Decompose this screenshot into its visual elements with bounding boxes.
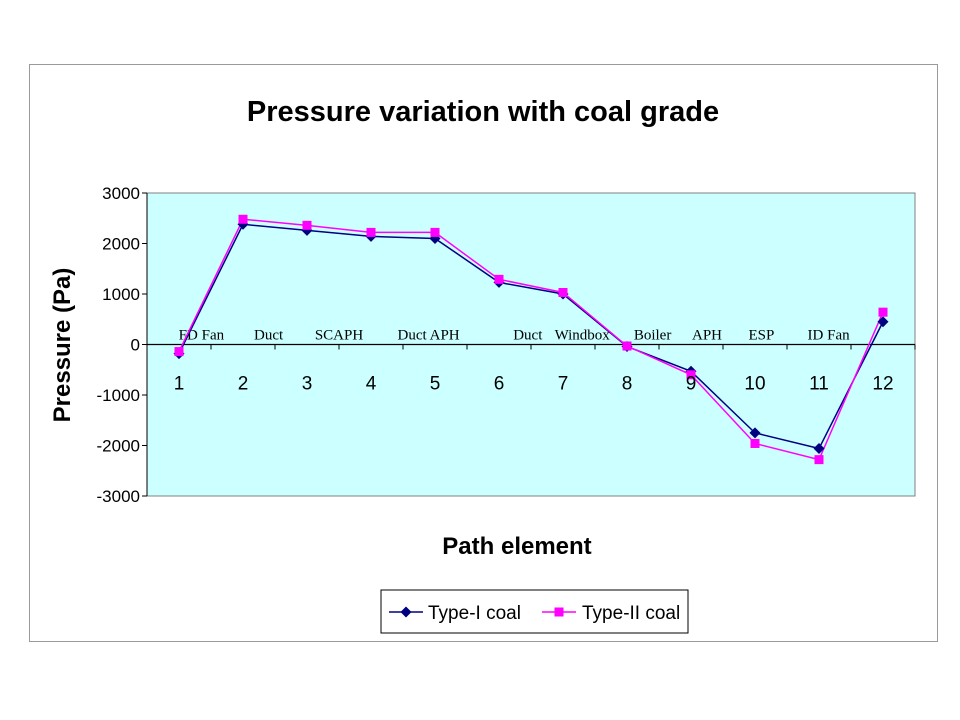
x-tick-label: 2 xyxy=(238,374,249,395)
data-point-square xyxy=(814,455,824,465)
x-tick-label: 7 xyxy=(558,374,569,395)
data-point-square xyxy=(366,227,376,237)
data-point-square xyxy=(238,214,248,224)
data-point-square xyxy=(622,341,632,351)
x-tick-label: 6 xyxy=(494,374,505,395)
data-point-square xyxy=(430,227,440,237)
data-point-square xyxy=(878,307,888,317)
data-point-square xyxy=(302,220,312,230)
path-annotation-label: ESP xyxy=(748,328,774,344)
y-tick-label: -3000 xyxy=(97,487,140,506)
y-axis: 3000 2000 1000 0 -1000 -2000 -3000 xyxy=(97,184,148,506)
y-tick-label: 2000 xyxy=(102,235,140,254)
path-annotation-label: Windbox xyxy=(555,328,611,344)
legend-marker-diamond xyxy=(400,606,412,618)
path-annotation-label: Duct xyxy=(513,328,543,344)
series-line-1 xyxy=(178,223,884,450)
x-tick-label: 4 xyxy=(366,374,377,395)
path-annotation-label: Duct APH xyxy=(398,328,460,344)
path-annotation-label: SCAPH xyxy=(315,328,364,344)
x-tick-label: 12 xyxy=(872,374,893,395)
series-line-2 xyxy=(178,218,884,461)
y-tick-label: -1000 xyxy=(97,386,140,405)
x-axis-title: Path element xyxy=(442,533,591,560)
data-point-square xyxy=(686,370,696,380)
chart-svg: Pressure variation with coal grade 3000 2… xyxy=(49,96,916,634)
y-tick-label: 0 xyxy=(131,336,140,355)
x-tick-label: 1 xyxy=(174,374,185,395)
legend-marker-square xyxy=(554,607,564,617)
legend-box xyxy=(380,589,689,634)
legend-label: Type-II coal xyxy=(582,603,680,624)
path-annotation-label: Duct xyxy=(254,328,284,344)
x-tick-label: 9 xyxy=(686,374,697,395)
chart-title: Pressure variation with coal grade xyxy=(247,96,719,128)
data-point-square xyxy=(174,347,184,357)
y-tick-label: -2000 xyxy=(97,437,140,456)
x-tick-label: 11 xyxy=(809,374,829,395)
data-point-diamond xyxy=(813,443,825,455)
x-tick-label: 8 xyxy=(622,374,633,395)
legend-label: Type-I coal xyxy=(428,603,521,624)
x-axis: 1 2 3 4 5 6 7 8 9 10 11 12 xyxy=(146,344,916,395)
data-point-square xyxy=(558,287,568,297)
path-annotation-label: ID Fan xyxy=(808,328,851,344)
path-annotations: FD Fan Duct SCAPH Duct APH Duct Windbox Boiler… xyxy=(179,328,850,344)
y-tick-label: 1000 xyxy=(102,285,140,304)
legend: Type-I coal Type-II coal xyxy=(380,589,689,634)
y-axis-title: Pressure (Pa) xyxy=(49,268,76,423)
chart-frame: Pressure variation with coal grade 3000 2… xyxy=(29,64,938,642)
x-tick-label: 3 xyxy=(302,374,313,395)
y-tick-label: 3000 xyxy=(102,184,140,203)
data-point-diamond xyxy=(877,316,889,328)
path-annotation-label: Boiler xyxy=(634,328,672,344)
path-annotation-label: APH xyxy=(692,328,722,344)
data-point-diamond xyxy=(749,427,761,439)
x-tick-label: 10 xyxy=(744,374,765,395)
data-point-square xyxy=(750,438,760,448)
x-tick-label: 5 xyxy=(430,374,441,395)
series-lines xyxy=(173,214,889,465)
data-point-square xyxy=(494,274,504,284)
